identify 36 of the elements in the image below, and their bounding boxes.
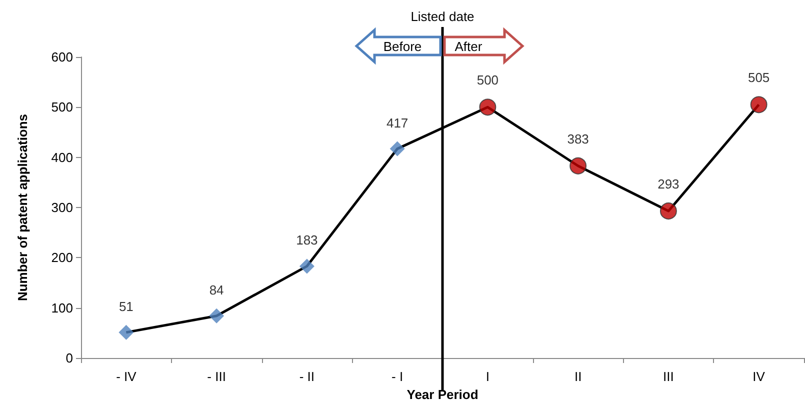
data-label: 383 — [567, 131, 589, 146]
x-tick-label: - I — [392, 369, 404, 384]
data-label: 51 — [118, 298, 134, 314]
point — [299, 258, 314, 274]
point — [209, 308, 224, 324]
point — [570, 157, 587, 174]
y-tick-label: 0 — [66, 350, 73, 366]
x-tick-label: III — [663, 369, 674, 384]
y-tick-label: 300 — [51, 200, 73, 215]
data-label: 293 — [658, 176, 680, 192]
data-label: 500 — [476, 72, 499, 88]
point — [118, 324, 134, 340]
point — [750, 96, 768, 114]
data-label: 505 — [748, 70, 770, 86]
text: After — [454, 39, 483, 54]
x-tick-label: II — [574, 369, 582, 384]
x-tick-label: - III — [207, 369, 226, 384]
x-tick-label: - II — [299, 369, 315, 384]
data-label: 183 — [296, 232, 318, 248]
y-tick-label: 400 — [51, 150, 73, 165]
y-tick-label: 500 — [51, 100, 73, 115]
y-tick-label: 100 — [51, 300, 73, 316]
x-tick-label: - IV — [116, 369, 137, 384]
x-axis-title: Year Period — [406, 387, 478, 402]
y-axis-title: Number of patent applications — [15, 114, 30, 302]
point — [390, 141, 405, 156]
x-tick-label: I — [486, 369, 490, 384]
y-tick-label: 200 — [51, 250, 73, 266]
data-label: 84 — [209, 282, 224, 298]
x-tick-label: IV — [752, 369, 766, 384]
text: Listed date — [410, 9, 474, 24]
y-tick-label: 600 — [51, 50, 73, 64]
text: Before — [383, 39, 422, 54]
data-label: 417 — [386, 115, 408, 130]
point — [479, 98, 496, 116]
point — [660, 202, 677, 220]
